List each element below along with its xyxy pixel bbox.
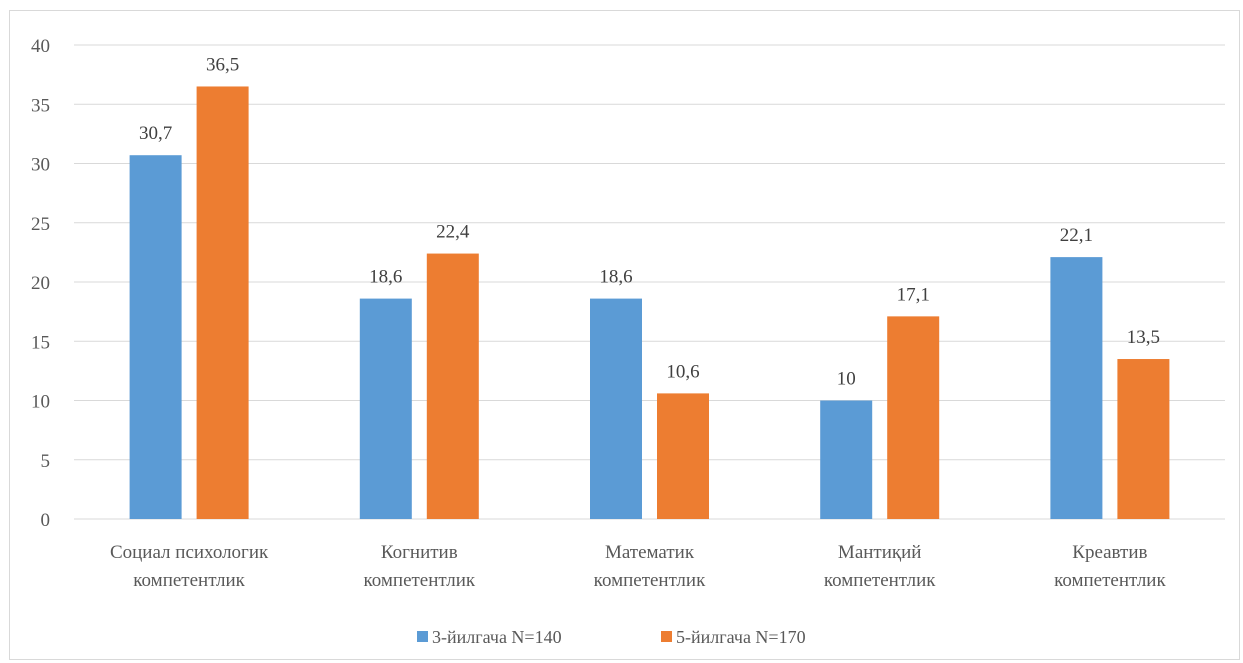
legend-swatch <box>417 631 428 642</box>
bar-series-2 <box>1117 359 1170 519</box>
data-label: 10 <box>837 369 856 390</box>
legend-label: 5-йилгача N=170 <box>676 627 806 647</box>
bars <box>129 86 1170 519</box>
bar-series-1 <box>1050 257 1103 519</box>
data-label: 18,6 <box>369 267 402 288</box>
data-label: 36,5 <box>206 54 239 75</box>
legend-label: 3-йилгача N=140 <box>432 627 562 647</box>
data-labels: 30,7 36,5 18,6 22,4 18,6 10,6 10 17,1 22,1 13,5 <box>139 54 1160 389</box>
y-tick-label: 5 <box>41 451 51 472</box>
x-tick-label: компетентлик <box>594 570 706 591</box>
data-label: 10,6 <box>666 361 699 382</box>
data-label: 18,6 <box>599 267 632 288</box>
bar-series-2 <box>657 393 709 519</box>
bar-series-1 <box>129 155 182 519</box>
bar-series-2 <box>196 86 249 519</box>
x-tick-label: Мантиқий <box>838 542 922 563</box>
bar-series-2 <box>426 253 479 519</box>
x-axis-ticks: Социал психологик компетентлик Когнитив ком… <box>110 542 1167 591</box>
y-tick-label: 10 <box>31 392 50 413</box>
y-tick-label: 35 <box>31 95 50 116</box>
legend: 3-йилгача N=140 5-йилгача N=170 <box>417 627 806 647</box>
bar-series-1 <box>359 298 412 519</box>
bar-series-2 <box>887 316 940 519</box>
y-tick-label: 40 <box>31 36 50 57</box>
x-tick-label: компетентлик <box>824 570 936 591</box>
x-tick-label: Креавтив <box>1072 542 1147 563</box>
y-tick-label: 0 <box>41 510 51 531</box>
y-tick-label: 30 <box>31 155 50 176</box>
y-tick-label: 15 <box>31 332 50 353</box>
y-axis-ticks: 0 5 10 15 20 25 30 35 40 <box>31 36 50 531</box>
x-tick-label: Когнитив <box>381 542 458 563</box>
data-label: 13,5 <box>1127 327 1160 348</box>
data-label: 30,7 <box>139 123 172 144</box>
gridlines <box>74 44 1225 520</box>
bar-series-1 <box>820 400 873 519</box>
x-tick-label: компетентлик <box>363 570 475 591</box>
y-tick-label: 25 <box>31 214 50 235</box>
data-label: 22,4 <box>436 222 470 243</box>
data-label: 17,1 <box>897 284 930 305</box>
data-label: 22,1 <box>1060 225 1093 246</box>
x-tick-label: компетентлик <box>133 570 245 591</box>
legend-swatch <box>661 631 672 642</box>
x-tick-label: компетентлик <box>1054 570 1166 591</box>
bar-series-1 <box>590 298 642 519</box>
x-tick-label: Социал психологик <box>110 542 269 563</box>
y-tick-label: 20 <box>31 273 50 294</box>
x-tick-label: Математик <box>605 542 695 563</box>
